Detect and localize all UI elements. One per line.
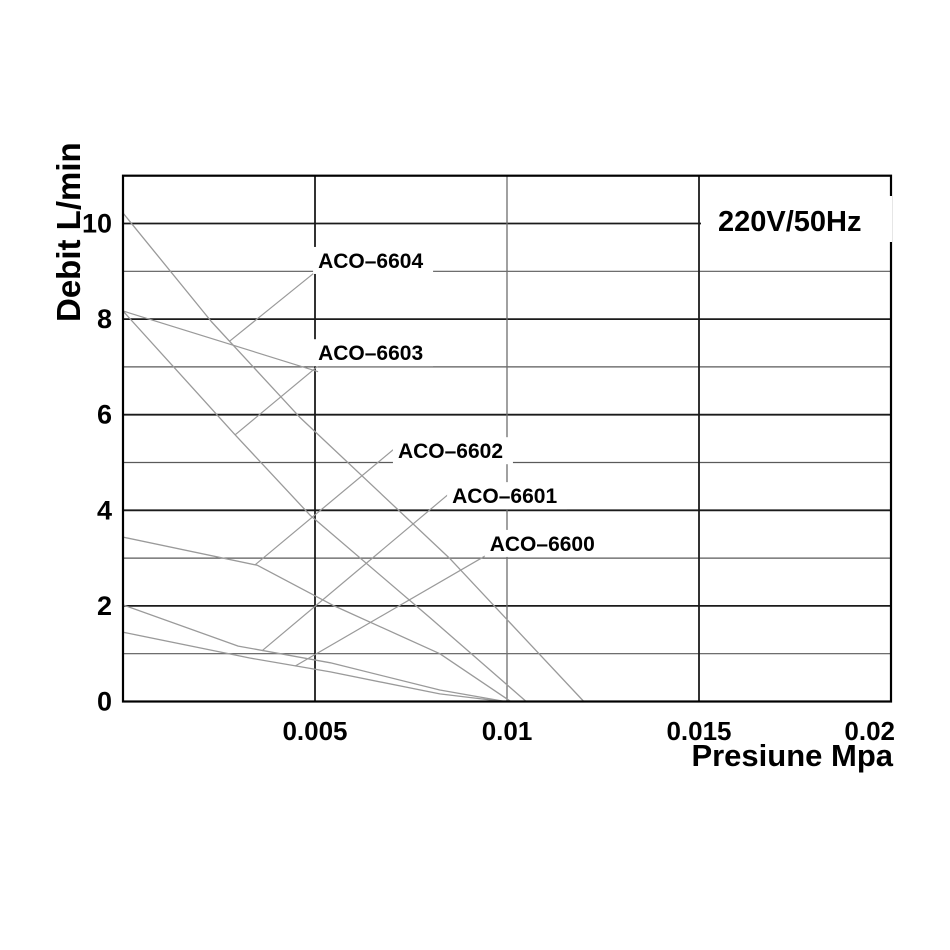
plot-frame: [121, 174, 893, 703]
x-tick-label: 0.015: [666, 716, 731, 746]
x-axis-title: Presiune Mpa: [691, 738, 893, 773]
pump-curve: [122, 604, 506, 703]
pump-curve: [122, 310, 527, 702]
series-labels: ACO–6604 ACO–6603 ACO–6602 ACO–6601 ACO–6600: [313, 246, 605, 557]
y-axis-title: Debit L/min: [50, 142, 87, 322]
series-label-background: [447, 482, 568, 510]
y-tick-label: 2: [97, 591, 112, 621]
y-tick-label: 4: [97, 495, 112, 525]
x-tick-label: 0.005: [282, 716, 347, 746]
series-label: ACO–6601: [452, 485, 557, 508]
leader-line: [234, 365, 319, 436]
pump-curve: [122, 536, 512, 703]
pump-curve: [122, 212, 585, 702]
leader-line: [122, 310, 319, 373]
leader-line: [261, 490, 453, 652]
voltage-badge: 220V/50Hz: [701, 196, 892, 242]
leader-line: [294, 552, 491, 667]
x-tick-label: 0.01: [482, 716, 533, 746]
y-tick-label: 6: [97, 400, 112, 430]
pump-curve: [122, 631, 504, 703]
leader-line: [254, 445, 399, 566]
series-label: ACO–6602: [398, 440, 503, 463]
series-label: ACO–6603: [318, 342, 423, 365]
series-label-background: [392, 437, 513, 465]
label-leader-lines: [122, 270, 491, 667]
pump-curves: [122, 212, 585, 703]
voltage-badge-background: [701, 196, 892, 242]
y-tick-label: 8: [97, 304, 112, 334]
axis-tick-labels: 0 2 4 6 8 10 0.005 0.01 0.015 0.02: [82, 209, 895, 747]
series-label-background: [313, 246, 434, 274]
leader-line: [229, 270, 317, 342]
series-label: ACO–6604: [318, 250, 423, 273]
series-label: ACO–6600: [490, 533, 595, 556]
series-label-background: [313, 339, 434, 367]
y-tick-label: 10: [82, 209, 112, 239]
y-tick-label: 0: [97, 687, 112, 717]
x-tick-label: 0.02: [844, 716, 895, 746]
series-label-background: [484, 529, 605, 557]
voltage-badge-label: 220V/50Hz: [718, 206, 862, 238]
